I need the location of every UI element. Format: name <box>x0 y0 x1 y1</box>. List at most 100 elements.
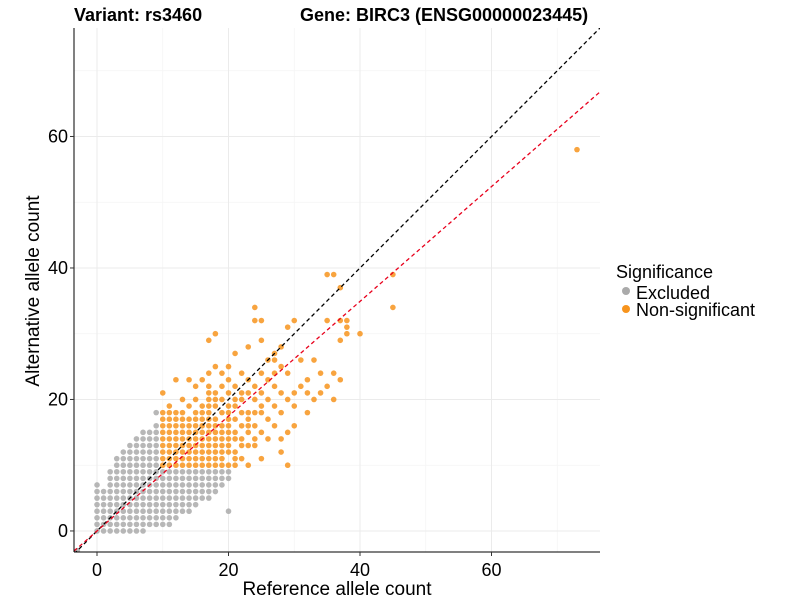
point-non-significant <box>298 383 304 390</box>
point-excluded <box>120 468 127 475</box>
point-non-significant <box>192 383 199 390</box>
point-excluded <box>133 436 140 442</box>
point-excluded <box>127 515 133 521</box>
point-excluded <box>107 501 113 508</box>
point-excluded <box>120 482 127 488</box>
point-non-significant <box>238 390 245 396</box>
point-non-significant <box>159 442 166 449</box>
point-non-significant <box>166 442 173 449</box>
point-non-significant <box>199 455 206 462</box>
legend-swatch-excluded <box>622 287 630 295</box>
title-variant: Variant: rs3460 <box>74 5 202 25</box>
point-non-significant <box>173 436 179 442</box>
point-non-significant <box>219 455 225 462</box>
point-non-significant <box>212 442 219 449</box>
point-excluded <box>153 442 159 449</box>
point-non-significant <box>166 436 173 442</box>
point-non-significant <box>219 370 225 376</box>
point-excluded <box>146 436 153 442</box>
point-excluded <box>192 495 199 501</box>
y-tick-label: 40 <box>48 258 68 278</box>
point-excluded <box>133 449 140 455</box>
point-non-significant <box>252 436 258 442</box>
point-excluded <box>225 508 232 515</box>
point-non-significant <box>192 462 199 469</box>
y-axis-label: Alternative allele count <box>23 195 44 387</box>
point-excluded <box>107 482 113 488</box>
point-non-significant <box>232 455 238 462</box>
point-excluded <box>146 515 153 521</box>
point-non-significant <box>159 429 166 436</box>
point-excluded <box>166 521 173 528</box>
point-excluded <box>140 455 146 462</box>
point-non-significant <box>186 376 192 383</box>
point-non-significant <box>192 422 199 429</box>
point-excluded <box>146 442 153 449</box>
point-excluded <box>133 468 140 475</box>
point-excluded <box>153 409 159 416</box>
point-non-significant <box>159 449 166 455</box>
point-excluded <box>133 528 140 534</box>
point-non-significant <box>238 396 245 403</box>
point-excluded <box>94 488 100 495</box>
point-excluded <box>113 501 120 508</box>
point-excluded <box>173 468 179 475</box>
point-non-significant <box>173 416 179 422</box>
point-non-significant <box>278 363 284 370</box>
point-non-significant <box>238 436 245 442</box>
point-non-significant <box>212 390 219 396</box>
point-non-significant <box>212 462 219 469</box>
point-excluded <box>100 508 107 515</box>
point-excluded <box>127 508 133 515</box>
point-excluded <box>113 521 120 528</box>
point-non-significant <box>284 462 291 469</box>
point-non-significant <box>284 429 291 436</box>
point-non-significant <box>265 396 271 403</box>
point-non-significant <box>225 436 232 442</box>
point-excluded <box>113 475 120 482</box>
point-non-significant <box>199 409 206 416</box>
point-excluded <box>120 449 127 455</box>
point-non-significant <box>317 370 324 376</box>
point-excluded <box>153 482 159 488</box>
point-non-significant <box>212 429 219 436</box>
point-non-significant <box>212 330 219 337</box>
point-non-significant <box>166 403 173 409</box>
point-non-significant <box>252 422 258 429</box>
point-non-significant <box>324 271 330 278</box>
point-non-significant <box>192 436 199 442</box>
point-non-significant <box>225 449 232 455</box>
point-non-significant <box>219 409 225 416</box>
point-excluded <box>179 482 186 488</box>
point-excluded <box>133 475 140 482</box>
x-tick-label: 40 <box>350 560 370 580</box>
point-non-significant <box>298 357 304 363</box>
point-non-significant <box>166 429 173 436</box>
point-excluded <box>113 488 120 495</box>
point-excluded <box>140 449 146 455</box>
legend-title: Significance <box>616 262 713 282</box>
point-non-significant <box>173 409 179 416</box>
point-excluded <box>146 495 153 501</box>
point-non-significant <box>219 449 225 455</box>
point-excluded <box>107 475 113 482</box>
point-non-significant <box>205 429 212 436</box>
point-non-significant <box>225 376 232 383</box>
point-non-significant <box>245 409 252 416</box>
point-excluded <box>94 482 100 488</box>
point-non-significant <box>245 344 252 350</box>
point-non-significant <box>166 409 173 416</box>
point-non-significant <box>252 317 258 324</box>
point-excluded <box>107 495 113 501</box>
point-non-significant <box>324 383 330 390</box>
point-excluded <box>153 488 159 495</box>
point-excluded <box>166 495 173 501</box>
point-excluded <box>140 468 146 475</box>
point-excluded <box>179 508 186 515</box>
point-non-significant <box>265 436 271 442</box>
point-excluded <box>133 495 140 501</box>
point-excluded <box>120 455 127 462</box>
point-non-significant <box>225 403 232 409</box>
point-non-significant <box>205 337 212 344</box>
point-non-significant <box>225 390 232 396</box>
